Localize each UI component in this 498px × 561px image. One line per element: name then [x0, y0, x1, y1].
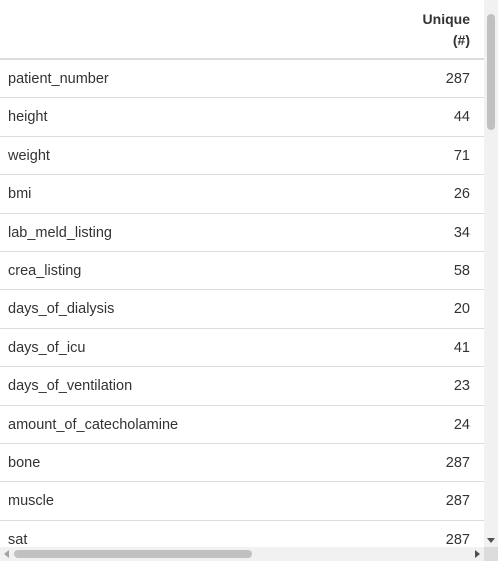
variable-name: weight: [8, 147, 50, 164]
unique-header-line2: (#): [452, 32, 470, 48]
table-row: bone 287: [0, 444, 484, 483]
unique-count: 287: [445, 454, 470, 471]
unique-count: 287: [445, 71, 470, 87]
variable-name: patient_number: [8, 71, 109, 87]
unique-count: 20: [453, 301, 470, 318]
table-header: Unique (#): [0, 0, 484, 60]
table-row: bmi 26: [0, 175, 484, 214]
scroll-right-arrow-icon[interactable]: [475, 550, 480, 558]
unique-count: 287: [445, 531, 470, 547]
variable-name: sat: [8, 531, 28, 547]
unique-count: 71: [453, 147, 470, 164]
vertical-scrollbar[interactable]: [484, 0, 498, 547]
table-row: height 44: [0, 98, 484, 137]
table-row: crea_listing 58: [0, 252, 484, 291]
variable-name: crea_listing: [8, 262, 82, 279]
unique-count: 26: [453, 186, 470, 203]
variable-name: amount_of_catecholamine: [8, 416, 179, 433]
table-row: muscle 287: [0, 482, 484, 521]
variable-name: days_of_dialysis: [8, 301, 115, 318]
unique-count: 58: [453, 262, 470, 279]
table-row: patient_number 287: [0, 60, 484, 99]
vertical-scrollbar-thumb[interactable]: [487, 14, 495, 130]
unique-header-line1: Unique: [422, 11, 470, 27]
variable-name: days_of_ventilation: [8, 378, 133, 395]
unique-count: 24: [453, 416, 470, 433]
variable-name: lab_meld_listing: [8, 224, 112, 241]
table-row: days_of_dialysis 20: [0, 290, 484, 329]
table-row: days_of_icu 41: [0, 329, 484, 368]
unique-count: 23: [453, 378, 470, 395]
summary-table: Unique (#) patient_number 287 height 44 …: [0, 0, 484, 547]
scroll-down-arrow-icon[interactable]: [487, 538, 495, 543]
table-row: sat 287: [0, 521, 484, 547]
scroll-left-arrow-icon[interactable]: [4, 550, 9, 558]
variable-name: muscle: [8, 493, 54, 510]
horizontal-scrollbar[interactable]: [0, 547, 484, 561]
unique-count: 44: [453, 109, 470, 126]
table-row: days_of_ventilation 23: [0, 367, 484, 406]
scrollbar-corner: [484, 547, 498, 561]
variable-name: bmi: [8, 186, 32, 203]
unique-count: 34: [453, 224, 470, 241]
table-row: amount_of_catecholamine 24: [0, 406, 484, 444]
variable-name: height: [8, 109, 48, 126]
table-row: weight 71: [0, 137, 484, 176]
table-row: lab_meld_listing 34: [0, 214, 484, 252]
table-viewport: Unique (#) patient_number 287 height 44 …: [0, 0, 484, 547]
variable-name: bone: [8, 454, 41, 471]
variable-name: days_of_icu: [8, 339, 86, 356]
horizontal-scrollbar-thumb[interactable]: [14, 550, 252, 558]
unique-count: 41: [453, 339, 470, 356]
unique-count-column-header[interactable]: Unique (#): [423, 9, 470, 51]
unique-count: 287: [445, 493, 470, 510]
